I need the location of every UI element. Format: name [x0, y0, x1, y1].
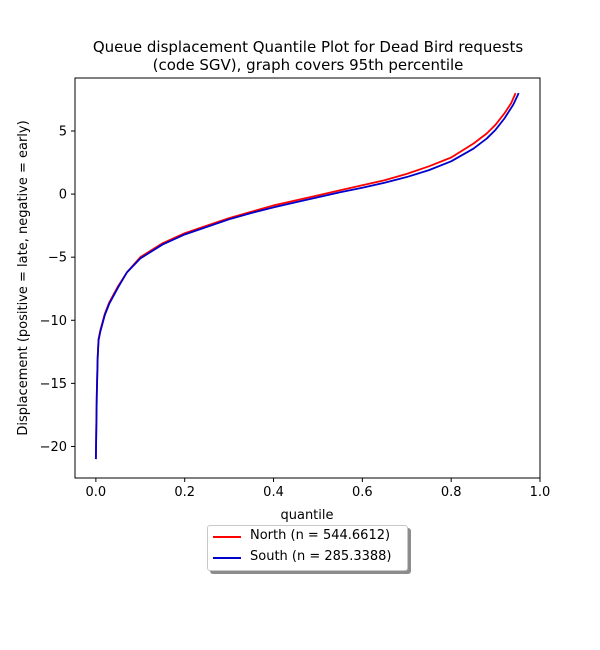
x-tick-label: 1.0 [530, 485, 551, 500]
legend-label-south: South (n = 285.3388) [250, 549, 392, 564]
y-tick-label: −20 [40, 440, 67, 455]
plot-area [74, 77, 541, 479]
series-lines [94, 92, 520, 460]
chart-title-line2: (code SGV), graph covers 95th percentile [153, 56, 464, 74]
x-tick-label: 0.4 [263, 485, 284, 500]
y-tick-label: −10 [40, 314, 67, 329]
y-axis-label: Displacement (positive = late, negative … [16, 120, 31, 435]
legend-label-north: North (n = 544.6612) [250, 528, 391, 543]
x-tick-label: 0.8 [441, 485, 462, 500]
legend-item-south: South (n = 285.3388) [208, 548, 408, 568]
y-tick-label: 0 [59, 188, 67, 203]
y-axis-ticks: −20 −15 −10 −5 0 5 [40, 124, 75, 455]
series-line-south [94, 92, 520, 460]
x-axis-ticks: 0.0 0.2 0.4 0.6 0.8 1.0 [86, 478, 551, 500]
x-tick-label: 0.2 [174, 485, 195, 500]
legend-swatch-north [213, 536, 241, 538]
legend: North (n = 544.6612) South (n = 285.3388… [207, 525, 408, 571]
legend-swatch-south [213, 557, 241, 559]
y-tick-label: 5 [59, 124, 67, 139]
x-tick-label: 0.0 [86, 485, 107, 500]
legend-item-north: North (n = 544.6612) [208, 527, 408, 547]
x-tick-label: 0.6 [352, 485, 373, 500]
chart-title-line1: Queue displacement Quantile Plot for Dea… [93, 38, 523, 56]
y-tick-label: −5 [48, 251, 67, 266]
y-tick-label: −15 [40, 377, 67, 392]
x-axis-label: quantile [280, 508, 333, 523]
